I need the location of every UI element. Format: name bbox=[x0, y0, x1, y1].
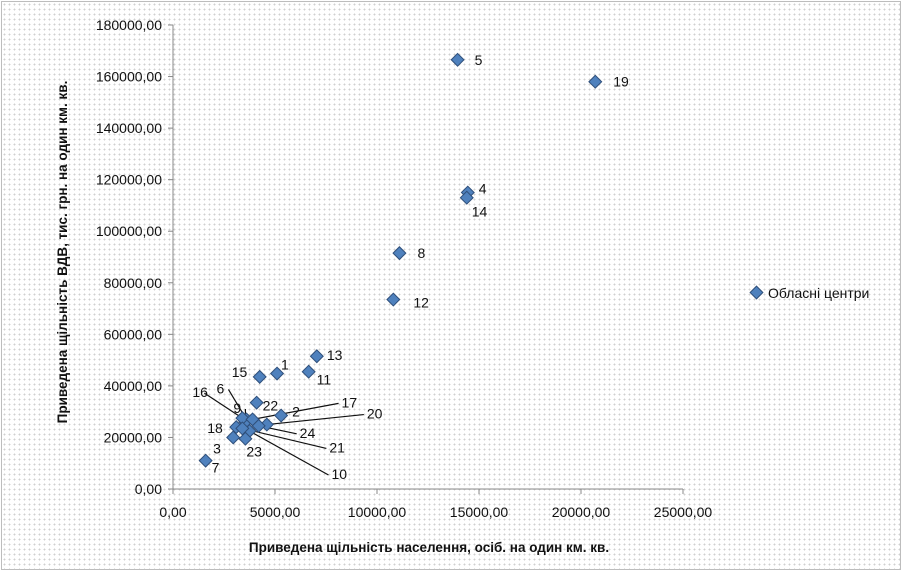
point-label: 16 bbox=[192, 384, 208, 400]
data-point bbox=[238, 431, 253, 446]
leader-line bbox=[242, 427, 327, 450]
label-leader-lines bbox=[204, 389, 364, 476]
point-label: 6 bbox=[216, 380, 224, 396]
point-label: 1 bbox=[281, 357, 289, 373]
x-tick-label: 10000,00 bbox=[348, 504, 407, 520]
y-tick-label: 40000,00 bbox=[104, 378, 163, 394]
data-point bbox=[459, 190, 474, 205]
data-point bbox=[309, 349, 324, 364]
point-label: 20 bbox=[367, 406, 383, 422]
point-label: 22 bbox=[263, 398, 279, 414]
leader-line bbox=[204, 392, 243, 419]
data-point bbox=[274, 408, 289, 423]
y-tick-label: 20000,00 bbox=[104, 429, 163, 445]
point-label: 21 bbox=[329, 439, 345, 455]
data-point bbox=[386, 292, 401, 307]
point-label: 17 bbox=[342, 394, 358, 410]
data-point bbox=[235, 421, 250, 436]
x-tick-label: 15000,00 bbox=[450, 504, 509, 520]
point-label: 15 bbox=[232, 364, 248, 380]
y-axis-title: Приведена щільність ВДВ, тис. грн. на од… bbox=[55, 81, 70, 424]
data-point bbox=[252, 369, 267, 384]
point-label: 12 bbox=[413, 295, 429, 311]
x-tick-label: 20000,00 bbox=[552, 504, 611, 520]
y-tick-label: 0,00 bbox=[135, 481, 162, 497]
point-label: 14 bbox=[472, 204, 488, 220]
y-tick-label: 100000,00 bbox=[96, 223, 162, 239]
point-label: 7 bbox=[212, 460, 220, 476]
point-label: 8 bbox=[417, 245, 425, 261]
point-label: 3 bbox=[213, 440, 221, 456]
point-label: 5 bbox=[475, 52, 483, 68]
point-label: 18 bbox=[207, 420, 223, 436]
x-tick-label: 25000,00 bbox=[654, 504, 713, 520]
leader-line bbox=[249, 430, 329, 476]
data-point bbox=[235, 411, 250, 426]
data-point bbox=[450, 52, 465, 67]
data-point bbox=[226, 430, 241, 445]
point-label: 9 bbox=[233, 400, 241, 416]
data-point bbox=[269, 366, 285, 381]
point-label: 10 bbox=[332, 466, 348, 482]
point-label: 23 bbox=[246, 444, 262, 460]
x-axis-ticks: 0,00 5000,00 10000,00 15000,00 20000,00 25000… bbox=[159, 489, 712, 520]
y-tick-label: 180000,00 bbox=[96, 17, 162, 33]
leader-line bbox=[252, 402, 339, 420]
point-label: 4 bbox=[479, 181, 487, 197]
point-label: 2 bbox=[292, 404, 300, 420]
data-point bbox=[301, 364, 316, 379]
legend-marker-icon bbox=[749, 285, 764, 300]
y-tick-label: 160000,00 bbox=[96, 69, 162, 85]
y-tick-label: 120000,00 bbox=[96, 172, 162, 188]
point-label: 24 bbox=[300, 425, 316, 441]
x-axis-title: Приведена щільність населення, осіб. на … bbox=[249, 540, 609, 555]
data-points bbox=[198, 52, 603, 468]
y-axis-ticks: 0,00 20000,00 40000,00 60000,00 80000,00 1000… bbox=[96, 17, 173, 497]
data-point bbox=[588, 74, 603, 89]
y-tick-label: 60000,00 bbox=[104, 326, 163, 342]
data-point bbox=[249, 395, 264, 410]
point-label: 11 bbox=[317, 372, 332, 388]
data-point bbox=[198, 453, 213, 468]
leader-line bbox=[266, 413, 364, 426]
data-point bbox=[392, 246, 407, 261]
point-label: 13 bbox=[327, 347, 343, 363]
y-tick-label: 80000,00 bbox=[104, 275, 163, 291]
x-tick-label: 5000,00 bbox=[250, 504, 301, 520]
point-label: 19 bbox=[613, 74, 629, 90]
y-tick-label: 140000,00 bbox=[96, 120, 162, 136]
legend-label: Обласні центри bbox=[768, 285, 869, 301]
x-tick-label: 0,00 bbox=[159, 504, 186, 520]
data-point bbox=[251, 418, 266, 433]
legend: Обласні центри bbox=[749, 285, 869, 301]
